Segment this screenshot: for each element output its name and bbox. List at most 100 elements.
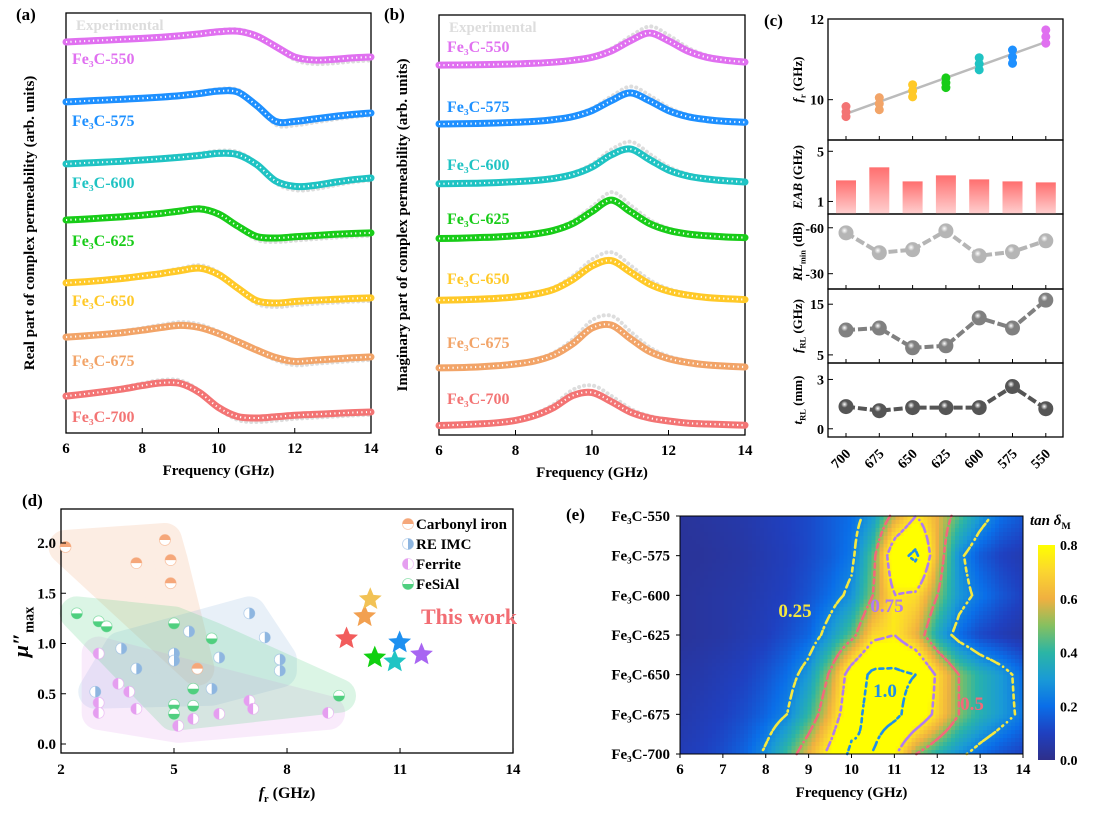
heatmap-cell (939, 690, 944, 695)
heatmap-cell (827, 662, 832, 668)
heatmap-cell (775, 547, 781, 553)
heatmap-cell (691, 587, 697, 592)
heatmap-cell (699, 631, 705, 636)
heatmap-cell (935, 627, 940, 632)
heatmap-cell (895, 702, 900, 707)
heatmap-cell (911, 599, 916, 604)
heatmap-cell (699, 563, 705, 568)
heatmap-cell (691, 631, 697, 636)
heatmap-cell (1007, 575, 1012, 580)
heatmap-cell (771, 571, 777, 576)
heatmap-cell (999, 686, 1004, 691)
heatmap-cell (835, 714, 840, 719)
heatmap-cell (911, 587, 916, 592)
heatmap-cell (683, 722, 689, 727)
heatmap-cell (823, 631, 828, 636)
heatmap-cell (855, 543, 860, 549)
heatmap-cell (947, 559, 952, 564)
heatmap-cell (919, 599, 924, 604)
heatmap-cell (939, 519, 944, 525)
heatmap-cell (999, 595, 1004, 600)
heatmap-cell (871, 702, 876, 707)
heatmap-cell (751, 579, 757, 584)
heatmap-cell (899, 722, 904, 727)
data-point (1038, 292, 1054, 308)
heatmap-cell (795, 571, 801, 576)
heatmap-cell (747, 623, 753, 628)
heatmap-cell (983, 702, 988, 707)
heatmap-cell (723, 571, 729, 576)
label-unit: (dB) (790, 222, 805, 250)
heatmap-cell (735, 635, 741, 640)
heatmap-cell (839, 523, 844, 529)
heatmap-cell (919, 547, 924, 553)
heatmap-cell (987, 694, 992, 699)
heatmap-cell (867, 627, 872, 632)
bar (935, 175, 956, 214)
heatmap-cell (703, 555, 709, 561)
heatmap-cell (903, 619, 908, 624)
heatmap-cell (931, 682, 936, 687)
heatmap-cell (727, 559, 733, 564)
heatmap-cell (943, 603, 948, 608)
heatmap-cell (759, 527, 765, 533)
heatmap-cell (987, 535, 992, 541)
heatmap-cell (867, 567, 872, 572)
heatmap-cell (835, 710, 840, 715)
heatmap-cell (871, 615, 876, 620)
heatmap-cell (695, 646, 701, 652)
heatmap-cell (999, 682, 1004, 687)
heatmap-cell (991, 682, 996, 687)
heatmap-cell (767, 627, 773, 632)
heatmap-cell (803, 698, 809, 703)
heatmap-cell (891, 563, 896, 568)
heatmap-cell (759, 694, 765, 699)
heatmap-cell (747, 563, 753, 568)
heatmap-cell (999, 654, 1004, 660)
heatmap-cell (871, 551, 876, 557)
heatmap-cell (723, 519, 729, 525)
heatmap-cell (747, 527, 753, 533)
heatmap-cell (987, 710, 992, 715)
heatmap-cell (747, 706, 753, 711)
heatmap-cell (903, 599, 908, 604)
heatmap-cell (803, 551, 809, 557)
heatmap-cell (1007, 714, 1012, 719)
heatmap-cell (823, 611, 828, 616)
heatmap-cell (1019, 579, 1024, 584)
heatmap-cell (775, 587, 781, 592)
heatmap-cell (715, 563, 721, 568)
heatmap-cell (915, 631, 920, 636)
heatmap-cell (771, 591, 777, 596)
heatmap-cell (723, 694, 729, 699)
heatmap-cell (775, 579, 781, 584)
heatmap-cell (763, 607, 769, 612)
x-tick-label: 550 (1029, 447, 1054, 472)
heatmap-cell (891, 702, 896, 707)
data-point (871, 320, 887, 336)
heatmap-cell (719, 722, 725, 727)
heatmap-cell (875, 519, 880, 525)
heatmap-cell (979, 607, 984, 612)
heatmap-cell (751, 642, 757, 648)
heatmap-cell (719, 607, 725, 612)
heatmap-cell (691, 662, 697, 668)
heatmap-cell (775, 666, 781, 672)
heatmap-cell (963, 599, 968, 604)
heatmap-cell (907, 718, 912, 723)
heatmap-cell (863, 527, 868, 533)
heatmap-cell (947, 710, 952, 715)
heatmap-cell (855, 658, 860, 664)
heatmap-cell (995, 543, 1000, 549)
heatmap-cell (927, 674, 932, 680)
heatmap-cell (879, 547, 884, 553)
heatmap-cell (751, 674, 757, 680)
heatmap-cell (951, 519, 956, 525)
heatmap-cell (951, 631, 956, 636)
heatmap-cell (867, 519, 872, 525)
heatmap-cell (867, 607, 872, 612)
heatmap-cell (683, 690, 689, 695)
heatmap-cell (771, 539, 777, 545)
heatmap-cell (927, 563, 932, 568)
heatmap-cell (995, 666, 1000, 672)
